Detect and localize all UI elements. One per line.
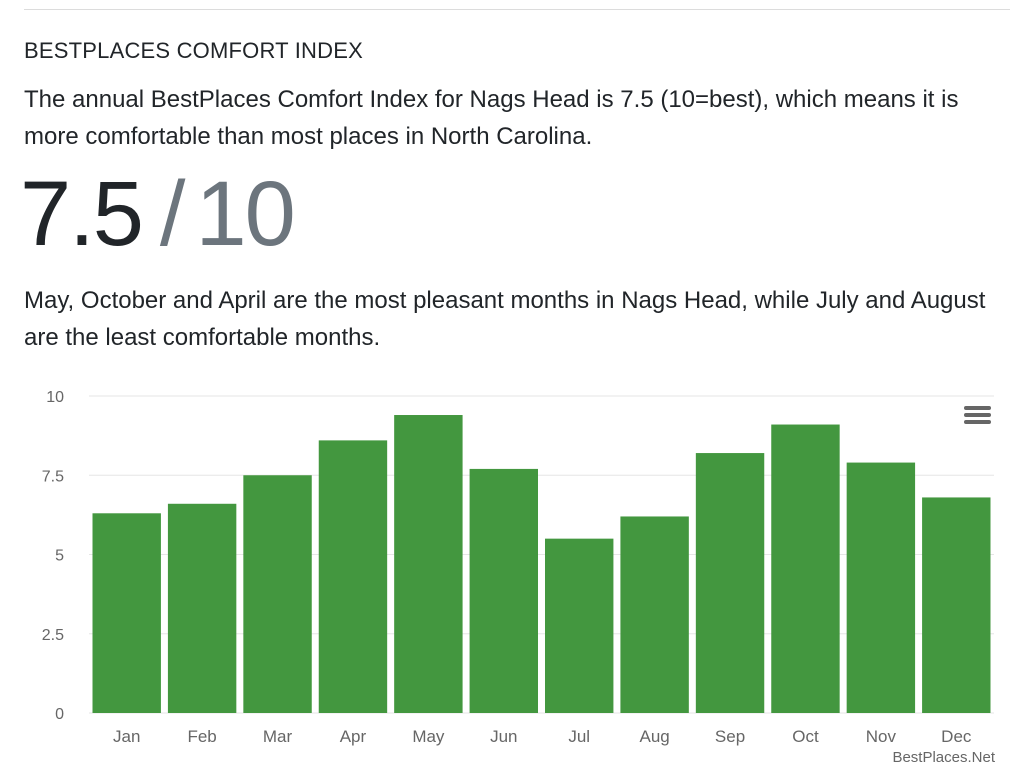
x-tick-label: Dec xyxy=(941,727,972,746)
bar-oct[interactable] xyxy=(771,424,840,713)
bar-jan[interactable] xyxy=(92,513,161,713)
y-tick-label: 2.5 xyxy=(42,627,64,644)
bar-feb[interactable] xyxy=(167,503,237,713)
chart-menu-button[interactable] xyxy=(964,406,992,426)
bars xyxy=(92,415,991,713)
y-tick-label: 7.5 xyxy=(42,468,64,485)
menu-icon-line xyxy=(964,420,991,424)
bar-aug[interactable] xyxy=(620,516,689,713)
x-tick-label: Jun xyxy=(490,727,517,746)
menu-icon-line xyxy=(964,413,991,417)
x-tick-label: Nov xyxy=(866,727,897,746)
x-tick-label: Oct xyxy=(792,727,819,746)
y-tick-label: 10 xyxy=(46,389,64,406)
x-tick-label: Jan xyxy=(113,727,140,746)
bar-may[interactable] xyxy=(394,415,463,713)
x-tick-label: Mar xyxy=(263,727,293,746)
x-axis-ticks: Jan Feb Mar Apr May Jun Jul Aug Sep Oct Nov Dec xyxy=(113,727,972,746)
x-tick-label: Aug xyxy=(640,727,670,746)
x-tick-label: Jul xyxy=(568,727,590,746)
y-tick-label: 0 xyxy=(55,706,64,723)
bar-jun[interactable] xyxy=(469,468,538,713)
score-max: 10 xyxy=(195,163,295,265)
bar-sep[interactable] xyxy=(695,453,765,713)
bar-mar[interactable] xyxy=(243,475,312,713)
section-title: BESTPLACES COMFORT INDEX xyxy=(24,38,363,63)
y-axis-ticks: 0 2.5 5 7.5 10 xyxy=(42,389,64,723)
x-tick-label: Apr xyxy=(340,727,367,746)
grid-lines xyxy=(89,395,994,714)
bar-apr[interactable] xyxy=(318,440,388,713)
y-tick-label: 5 xyxy=(55,548,64,565)
comfort-score: 7.5/10 xyxy=(20,163,296,265)
score-value: 7.5 xyxy=(20,163,144,265)
menu-icon-line xyxy=(964,406,991,410)
x-tick-label: Feb xyxy=(187,727,216,746)
top-divider xyxy=(24,9,1010,10)
bar-dec[interactable] xyxy=(922,497,991,713)
score-separator: / xyxy=(159,163,186,265)
chart-credit[interactable]: BestPlaces.Net xyxy=(892,749,995,766)
intro-paragraph: The annual BestPlaces Comfort Index for … xyxy=(24,86,959,150)
x-tick-label: May xyxy=(412,727,445,746)
bar-nov[interactable] xyxy=(846,462,916,713)
summary-paragraph: May, October and April are the most plea… xyxy=(24,287,986,351)
comfort-bar-chart: 0 2.5 5 7.5 10 Jan Feb Mar Apr May Jun Jul Aug Sep Oc… xyxy=(42,389,996,766)
bar-jul[interactable] xyxy=(545,538,614,713)
x-tick-label: Sep xyxy=(715,727,745,746)
